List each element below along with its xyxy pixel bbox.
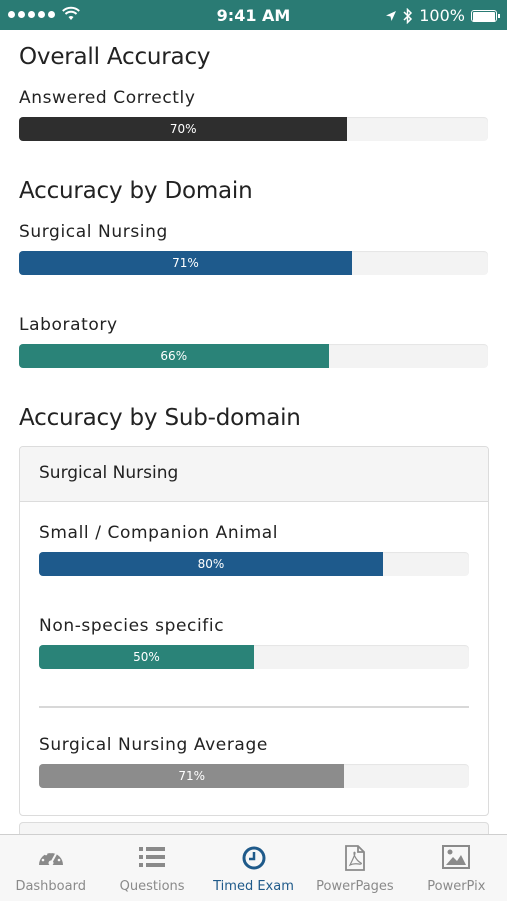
tab-powerpages-label: PowerPages — [316, 879, 394, 894]
tab-powerpages[interactable]: PowerPages — [304, 835, 405, 901]
domain-laboratory-bar: 66% — [19, 344, 329, 368]
location-arrow-icon — [386, 10, 397, 21]
domain-surgical-nursing-track: 71% — [19, 251, 488, 275]
subdomain-small-companion-label: Small / Companion Animal — [39, 523, 279, 543]
tab-bar: Dashboard Questions Timed Exam PowerPage… — [0, 834, 507, 901]
subdomain-average-bar: 71% — [39, 764, 345, 788]
subdomain-small-companion-track: 80% — [39, 552, 469, 576]
status-bar: 9:41 AM 100% — [0, 0, 507, 30]
tab-timed-exam-label: Timed Exam — [213, 879, 294, 894]
list-icon — [139, 847, 166, 867]
subdomain-small-companion-bar: 80% — [39, 552, 383, 576]
overall-progress-track: 70% — [19, 117, 488, 141]
tab-dashboard-label: Dashboard — [15, 879, 86, 894]
subdomain-average-label: Surgical Nursing Average — [39, 735, 268, 755]
panel-divider — [39, 706, 469, 708]
subdomain-panel-title: Surgical Nursing — [39, 463, 179, 483]
bluetooth-icon — [403, 7, 413, 24]
pdf-document-icon — [345, 845, 365, 871]
subdomain-non-species-track: 50% — [39, 645, 469, 669]
battery-percent: 100% — [419, 6, 465, 25]
subdomain-average-track: 71% — [39, 764, 469, 788]
accuracy-by-subdomain-title: Accuracy by Sub-domain — [19, 405, 301, 431]
next-subdomain-panel — [19, 822, 489, 834]
subdomain-non-species-label: Non-species specific — [39, 616, 225, 636]
tab-powerpix[interactable]: PowerPix — [406, 835, 507, 901]
wifi-icon — [62, 6, 80, 20]
overall-accuracy-title: Overall Accuracy — [19, 44, 211, 70]
accuracy-by-domain-title: Accuracy by Domain — [19, 178, 253, 204]
domain-laboratory-track: 66% — [19, 344, 488, 368]
signal-strength-icon — [8, 11, 55, 18]
overall-progress-bar: 70% — [19, 117, 348, 141]
domain-surgical-nursing-label: Surgical Nursing — [19, 222, 168, 242]
tab-dashboard[interactable]: Dashboard — [0, 835, 101, 901]
domain-laboratory-label: Laboratory — [19, 315, 118, 335]
subdomain-panel: Surgical Nursing Small / Companion Anima… — [19, 446, 489, 816]
answered-correctly-label: Answered Correctly — [19, 88, 196, 108]
subdomain-non-species-bar: 50% — [39, 645, 254, 669]
dashboard-gauge-icon — [38, 850, 63, 866]
results-content[interactable]: Overall Accuracy Answered Correctly 70% … — [0, 30, 507, 834]
clock-icon — [242, 846, 266, 870]
domain-surgical-nursing-bar: 71% — [19, 251, 352, 275]
tab-powerpix-label: PowerPix — [427, 879, 486, 894]
subdomain-panel-header: Surgical Nursing — [20, 447, 488, 502]
tab-questions[interactable]: Questions — [101, 835, 202, 901]
tab-questions-label: Questions — [119, 879, 185, 894]
tab-timed-exam[interactable]: Timed Exam — [203, 835, 304, 901]
status-time: 9:41 AM — [216, 6, 291, 25]
image-icon — [442, 845, 471, 869]
battery-icon — [471, 9, 500, 22]
